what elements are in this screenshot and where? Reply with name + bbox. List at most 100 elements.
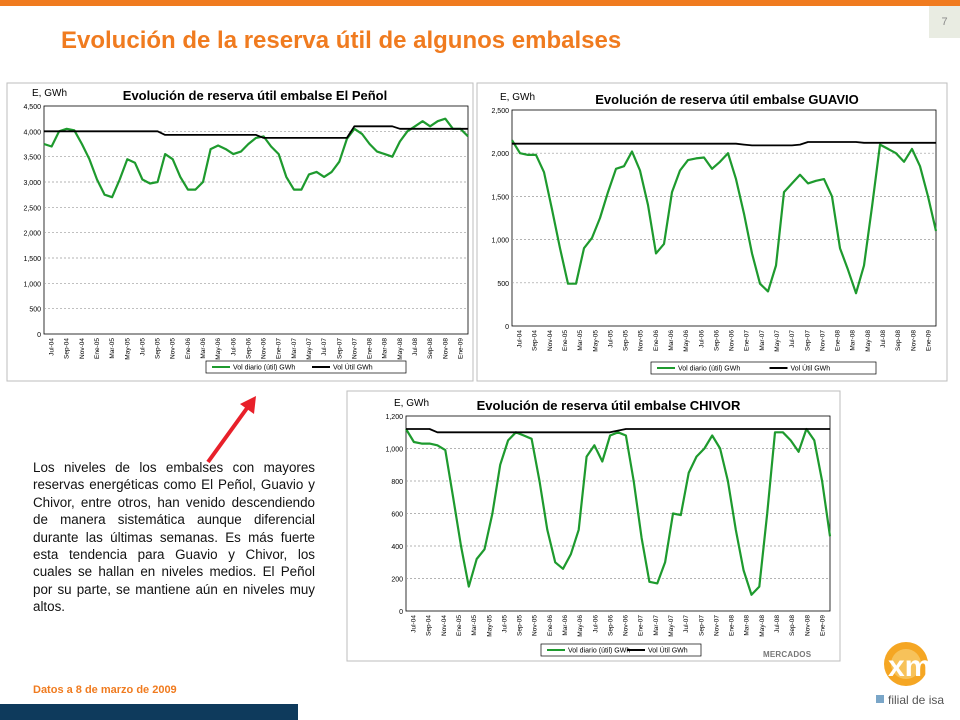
y-axis-label: E, GWh bbox=[500, 92, 535, 103]
y-tick-label: 4,000 bbox=[23, 129, 41, 136]
y-tick-label: 500 bbox=[497, 281, 509, 288]
x-tick-label: Ene-09 bbox=[925, 330, 932, 351]
x-tick-label: Jul-05 bbox=[607, 330, 614, 348]
x-tick-label: May-08 bbox=[759, 615, 766, 637]
x-tick-label: Jul-07 bbox=[789, 330, 796, 348]
x-tick-label: May-05 bbox=[124, 338, 131, 360]
x-tick-label: Ene-05 bbox=[562, 330, 569, 351]
y-tick-label: 4,500 bbox=[23, 104, 41, 111]
x-tick-label: May-07 bbox=[668, 615, 675, 637]
y-tick-label: 1,000 bbox=[491, 238, 509, 245]
page-number: 7 bbox=[941, 16, 948, 28]
x-tick-label: Jul-06 bbox=[698, 330, 705, 348]
x-tick-label: May-07 bbox=[774, 330, 781, 352]
x-tick-label: Jul-07 bbox=[683, 615, 690, 633]
x-tick-label: Sep-06 bbox=[607, 615, 614, 636]
x-tick-label: Mar-07 bbox=[291, 338, 298, 359]
x-tick-label: Sep-05 bbox=[155, 338, 162, 359]
x-tick-label: Nov-07 bbox=[351, 338, 358, 359]
x-tick-label: Nov-04 bbox=[441, 615, 448, 636]
chart-title: Evolución de reserva útil embalse GUAVIO bbox=[595, 92, 858, 107]
y-tick-label: 200 bbox=[391, 577, 403, 584]
x-tick-label: Jul-04 bbox=[411, 615, 418, 633]
svg-text:xm: xm bbox=[888, 650, 931, 683]
y-tick-label: 2,500 bbox=[491, 108, 509, 115]
x-tick-label: Ene-08 bbox=[835, 330, 842, 351]
x-tick-label: Ene-07 bbox=[276, 338, 283, 359]
x-tick-label: Ene-07 bbox=[638, 615, 645, 636]
x-tick-label: Ene-05 bbox=[456, 615, 463, 636]
x-tick-label: Mar-05 bbox=[471, 615, 478, 636]
y-tick-label: 1,000 bbox=[23, 281, 41, 288]
series-line-daily bbox=[405, 427, 832, 596]
x-tick-label: Ene-09 bbox=[457, 338, 464, 359]
series-line-daily bbox=[43, 117, 469, 199]
x-tick-label: Sep-08 bbox=[427, 338, 434, 359]
legend-label: Vol Útil GWh bbox=[648, 646, 688, 655]
logo-subtitle: filial de isa bbox=[888, 693, 945, 707]
x-tick-label: Nov-05 bbox=[532, 615, 539, 636]
x-tick-label: Sep-04 bbox=[532, 330, 539, 351]
x-tick-label: Ene-05 bbox=[94, 338, 101, 359]
x-tick-label: Nov-06 bbox=[729, 330, 736, 351]
x-tick-label: Jul-08 bbox=[880, 330, 887, 348]
x-tick-label: Sep-07 bbox=[336, 338, 343, 359]
page-number-box bbox=[929, 6, 960, 38]
x-tick-label: Jul-06 bbox=[592, 615, 599, 633]
x-tick-label: Sep-07 bbox=[804, 330, 811, 351]
x-tick-label: May-05 bbox=[592, 330, 599, 352]
x-tick-label: Ene-07 bbox=[744, 330, 751, 351]
x-tick-label: Mar-06 bbox=[562, 615, 569, 636]
x-tick-label: Ene-06 bbox=[653, 330, 660, 351]
legend-box bbox=[650, 361, 877, 375]
x-tick-label: May-08 bbox=[865, 330, 872, 352]
legend-label: Vol Útil GWh bbox=[333, 363, 373, 372]
chart-guavio: Evolución de reserva útil embalse GUAVIO… bbox=[476, 82, 948, 382]
x-tick-label: Ene-09 bbox=[819, 615, 826, 636]
x-tick-label: Nov-07 bbox=[713, 615, 720, 636]
x-tick-label: Mar-06 bbox=[200, 338, 207, 359]
y-tick-label: 2,000 bbox=[23, 231, 41, 238]
x-tick-label: May-06 bbox=[577, 615, 584, 637]
x-tick-label: Sep-04 bbox=[64, 338, 71, 359]
chart-chivor: Evolución de reserva útil embalse CHIVOR… bbox=[346, 390, 841, 662]
x-tick-label: Jul-04 bbox=[517, 330, 524, 348]
x-tick-label: May-06 bbox=[683, 330, 690, 352]
chart-title: Evolución de reserva útil embalse CHIVOR bbox=[477, 398, 741, 413]
x-tick-label: Mar-05 bbox=[109, 338, 116, 359]
legend-label: Vol diario (útil) GWh bbox=[678, 366, 740, 373]
y-tick-label: 400 bbox=[391, 544, 403, 551]
legend-label: Vol Útil GWh bbox=[791, 364, 831, 373]
slide-title: Evolución de la reserva útil de algunos … bbox=[61, 27, 622, 54]
x-tick-label: Mar-08 bbox=[382, 338, 389, 359]
x-tick-label: May-06 bbox=[215, 338, 222, 360]
y-tick-label: 3,000 bbox=[23, 180, 41, 187]
series-line-useful bbox=[512, 141, 936, 147]
x-tick-label: Ene-08 bbox=[367, 338, 374, 359]
logo-square-icon bbox=[876, 695, 884, 703]
bottom-navy-bar bbox=[0, 704, 298, 720]
x-tick-label: Sep-08 bbox=[789, 615, 796, 636]
x-tick-label: Ene-06 bbox=[185, 338, 192, 359]
xm-logo: xm bbox=[884, 642, 931, 686]
y-tick-label: 500 bbox=[29, 307, 41, 314]
x-tick-label: May-08 bbox=[397, 338, 404, 360]
x-tick-label: Jul-06 bbox=[230, 338, 237, 356]
x-tick-label: Nov-04 bbox=[79, 338, 86, 359]
chart-title: Evolución de reserva útil embalse El Peñ… bbox=[123, 88, 387, 103]
series-line-useful bbox=[406, 428, 830, 434]
x-tick-label: Sep-06 bbox=[245, 338, 252, 359]
x-tick-label: Jul-05 bbox=[139, 338, 146, 356]
x-tick-label: Mar-07 bbox=[653, 615, 660, 636]
x-tick-label: Sep-05 bbox=[623, 330, 630, 351]
x-tick-label: Nov-06 bbox=[623, 615, 630, 636]
y-tick-label: 1,500 bbox=[23, 256, 41, 263]
x-tick-label: Jul-08 bbox=[774, 615, 781, 633]
y-tick-label: 2,000 bbox=[491, 151, 509, 158]
x-tick-label: Jul-08 bbox=[412, 338, 419, 356]
x-tick-label: Mar-07 bbox=[759, 330, 766, 351]
x-tick-label: Sep-06 bbox=[713, 330, 720, 351]
y-tick-label: 0 bbox=[37, 332, 41, 339]
legend-label: Vol diario (útil) GWh bbox=[568, 648, 630, 655]
x-tick-label: Nov-08 bbox=[442, 338, 449, 359]
